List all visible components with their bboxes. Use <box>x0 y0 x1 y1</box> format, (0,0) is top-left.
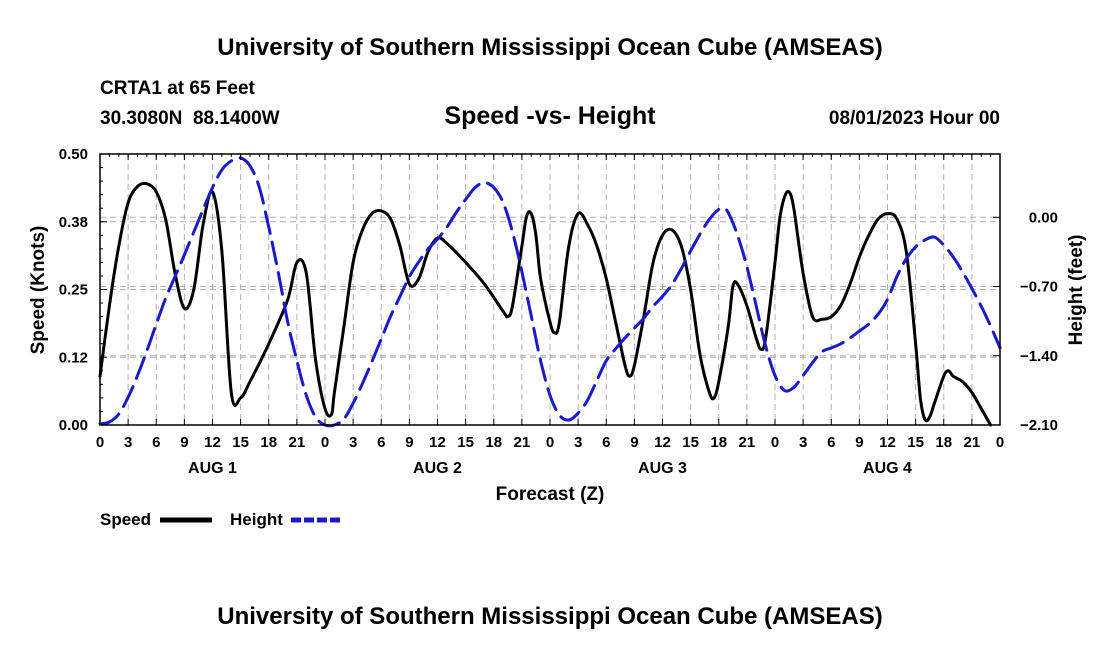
x-tick-label: 12 <box>879 434 896 451</box>
x-tick-label: 21 <box>964 434 981 451</box>
x-tick-label: 3 <box>124 434 132 451</box>
series-layer <box>98 156 1002 428</box>
y-right-tick-label: 0.00 <box>1029 209 1058 226</box>
x-tick-label: 12 <box>204 434 221 451</box>
day-label: AUG 4 <box>863 460 912 477</box>
x-tick-label: 0 <box>321 434 329 451</box>
page-title-top: University of Southern Mississippi Ocean… <box>217 34 882 61</box>
x-tick-label: 18 <box>485 434 502 451</box>
x-tick-label: 9 <box>180 434 188 451</box>
x-tick-label: 0 <box>546 434 554 451</box>
axes: 0 3 6 9 12 15 18 21 0 3 6 9 12 15 18 21 0 3 6 9 12 15 18 21 0 3 6 9… <box>59 146 1058 477</box>
day-label: AUG 2 <box>413 460 462 477</box>
grid-lines <box>100 154 1000 425</box>
legend: Speed Height <box>100 510 343 529</box>
y-right-tick-label: −2.10 <box>1020 417 1058 434</box>
y-right-tick-label: −1.40 <box>1020 348 1058 365</box>
x-tick-label: 15 <box>232 434 249 451</box>
x-tick-label: 12 <box>429 434 446 451</box>
x-axis-label: Forecast (Z) <box>496 484 605 505</box>
station-coords: 30.3080N 88.1400W <box>100 108 280 129</box>
x-tick-label: 6 <box>152 434 160 451</box>
y-left-tick-label: 0.12 <box>59 349 88 366</box>
y-left-tick-label: 0.38 <box>59 214 88 231</box>
x-tick-label: 15 <box>907 434 924 451</box>
speed-series-line <box>98 181 993 427</box>
legend-height-label: Height <box>230 510 283 529</box>
x-tick-label: 9 <box>855 434 863 451</box>
day-label: AUG 3 <box>638 460 687 477</box>
x-tick-label: 15 <box>682 434 699 451</box>
x-tick-label: 6 <box>377 434 385 451</box>
x-tick-label: 9 <box>630 434 638 451</box>
x-tick-label: 0 <box>996 434 1004 451</box>
x-tick-label: 15 <box>457 434 474 451</box>
legend-speed-label: Speed <box>100 510 151 529</box>
x-tick-label: 6 <box>827 434 835 451</box>
forecast-datetime: 08/01/2023 Hour 00 <box>829 108 1000 129</box>
y-left-tick-label: 0.25 <box>59 282 88 299</box>
day-label: AUG 1 <box>188 460 237 477</box>
y-left-tick-label: 0.50 <box>59 146 88 163</box>
page-title-bottom: University of Southern Mississippi Ocean… <box>217 603 882 630</box>
x-tick-label: 18 <box>260 434 277 451</box>
x-tick-label: 3 <box>574 434 582 451</box>
x-tick-label: 21 <box>289 434 306 451</box>
y-axis-left-label: Speed (Knots) <box>28 226 49 355</box>
x-tick-label: 21 <box>514 434 531 451</box>
y-axis-right-label: Height (feet) <box>1066 235 1087 346</box>
x-tick-label: 9 <box>405 434 413 451</box>
chart-title: Speed -vs- Height <box>444 102 656 130</box>
station-name: CRTA1 at 65 Feet <box>100 78 256 99</box>
x-tick-label: 0 <box>771 434 779 451</box>
x-tick-label: 3 <box>349 434 357 451</box>
x-tick-label: 18 <box>935 434 952 451</box>
x-tick-label: 21 <box>739 434 756 451</box>
x-tick-label: 6 <box>602 434 610 451</box>
x-tick-label: 12 <box>654 434 671 451</box>
height-series-line <box>98 156 1002 428</box>
x-tick-label: 3 <box>799 434 807 451</box>
y-right-tick-label: −0.70 <box>1020 279 1058 296</box>
x-tick-label: 18 <box>710 434 727 451</box>
y-left-tick-label: 0.00 <box>59 417 88 434</box>
x-tick-label: 0 <box>96 434 104 451</box>
